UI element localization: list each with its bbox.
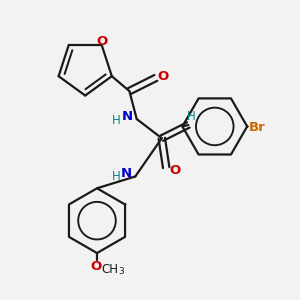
Text: H: H [112, 114, 121, 127]
Text: O: O [158, 70, 169, 83]
Text: CH: CH [102, 263, 119, 276]
Text: O: O [90, 260, 101, 273]
Text: H: H [112, 170, 121, 183]
Text: N: N [121, 167, 132, 180]
Text: H: H [187, 110, 196, 123]
Text: N: N [122, 110, 133, 123]
Text: 3: 3 [118, 267, 124, 276]
Text: O: O [96, 35, 107, 49]
Text: Br: Br [249, 122, 266, 134]
Text: O: O [169, 164, 181, 177]
